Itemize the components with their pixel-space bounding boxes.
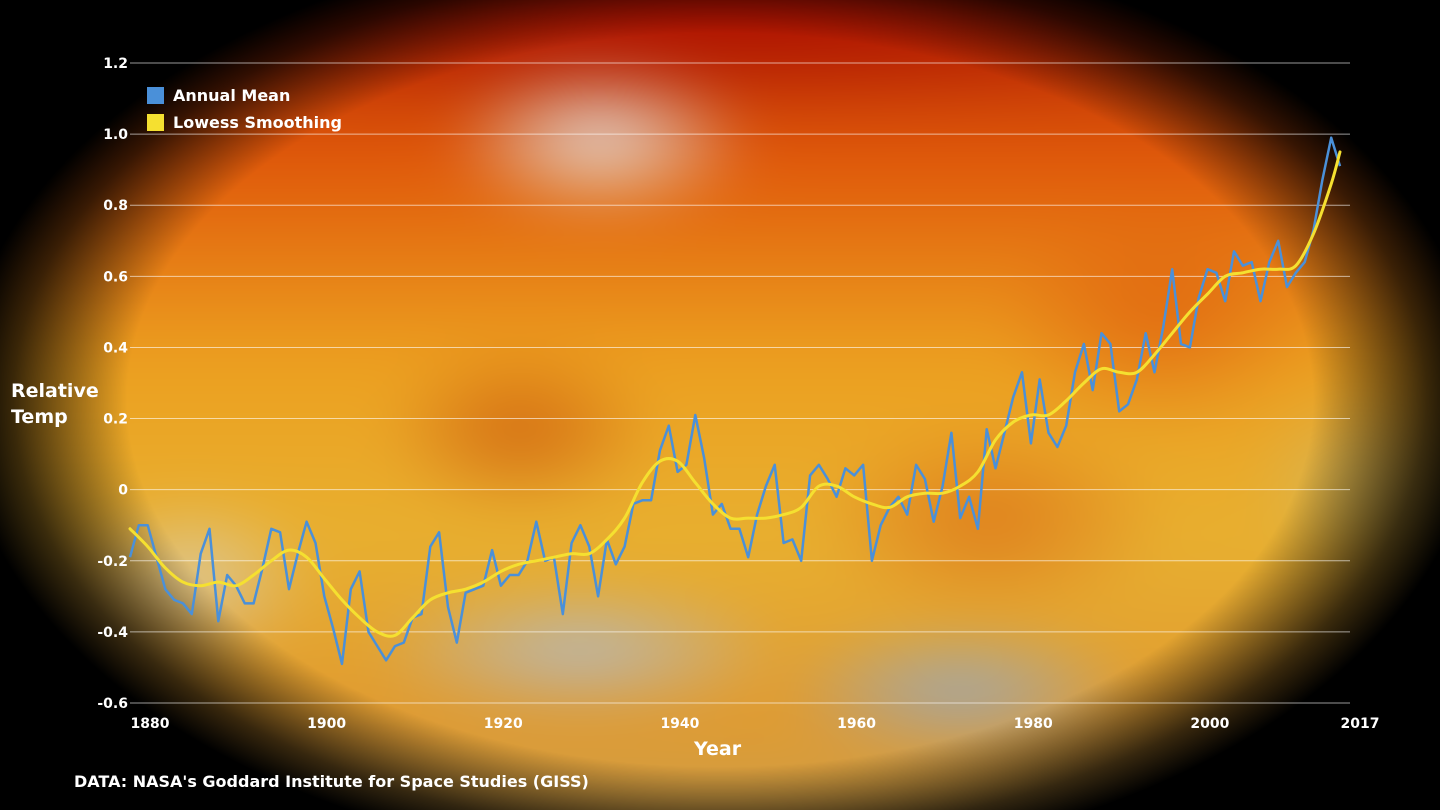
y-tick-label: 0.6 <box>103 269 128 285</box>
x-tick-label: 1900 <box>307 716 346 732</box>
y-tick-label: 1.2 <box>103 56 128 72</box>
legend-label: Lowess Smoothing <box>173 113 342 132</box>
legend-label: Annual Mean <box>173 86 291 105</box>
x-axis-label: Year <box>694 738 742 760</box>
legend-item-lowess-smoothing: Lowess Smoothing <box>147 109 342 136</box>
legend-item-annual-mean: Annual Mean <box>147 82 342 109</box>
x-tick-label: 2017 <box>1341 716 1380 732</box>
lowess-smoothing-line <box>128 150 1342 638</box>
y-tick-label: 1.0 <box>103 127 128 143</box>
x-tick-label: 1980 <box>1014 716 1053 732</box>
y-axis-label: Relative Temp <box>11 378 121 430</box>
y-tick-label: 0.4 <box>103 340 128 356</box>
x-tick-label: 2000 <box>1190 716 1229 732</box>
y-tick-label: -0.2 <box>97 554 128 570</box>
legend-swatch-annual-mean <box>147 87 164 104</box>
y-axis-label-line: Relative <box>11 380 99 402</box>
x-tick-label: 1920 <box>484 716 523 732</box>
x-tick-label: 1880 <box>131 716 170 732</box>
y-tick-label: 0.2 <box>103 412 128 428</box>
y-tick-label: 0.8 <box>103 198 128 214</box>
legend: Annual Mean Lowess Smoothing <box>147 82 342 136</box>
y-axis-label-line: Temp <box>11 406 68 428</box>
annual-mean-line <box>128 136 1342 666</box>
x-tick-label: 1940 <box>660 716 699 732</box>
y-tick-label: 0 <box>118 483 128 499</box>
data-source-credit: DATA: NASA's Goddard Institute for Space… <box>74 772 589 791</box>
y-tick-label: -0.4 <box>97 625 128 641</box>
legend-swatch-lowess-smoothing <box>147 114 164 131</box>
x-tick-label: 1960 <box>837 716 876 732</box>
y-tick-label: -0.6 <box>97 696 128 712</box>
